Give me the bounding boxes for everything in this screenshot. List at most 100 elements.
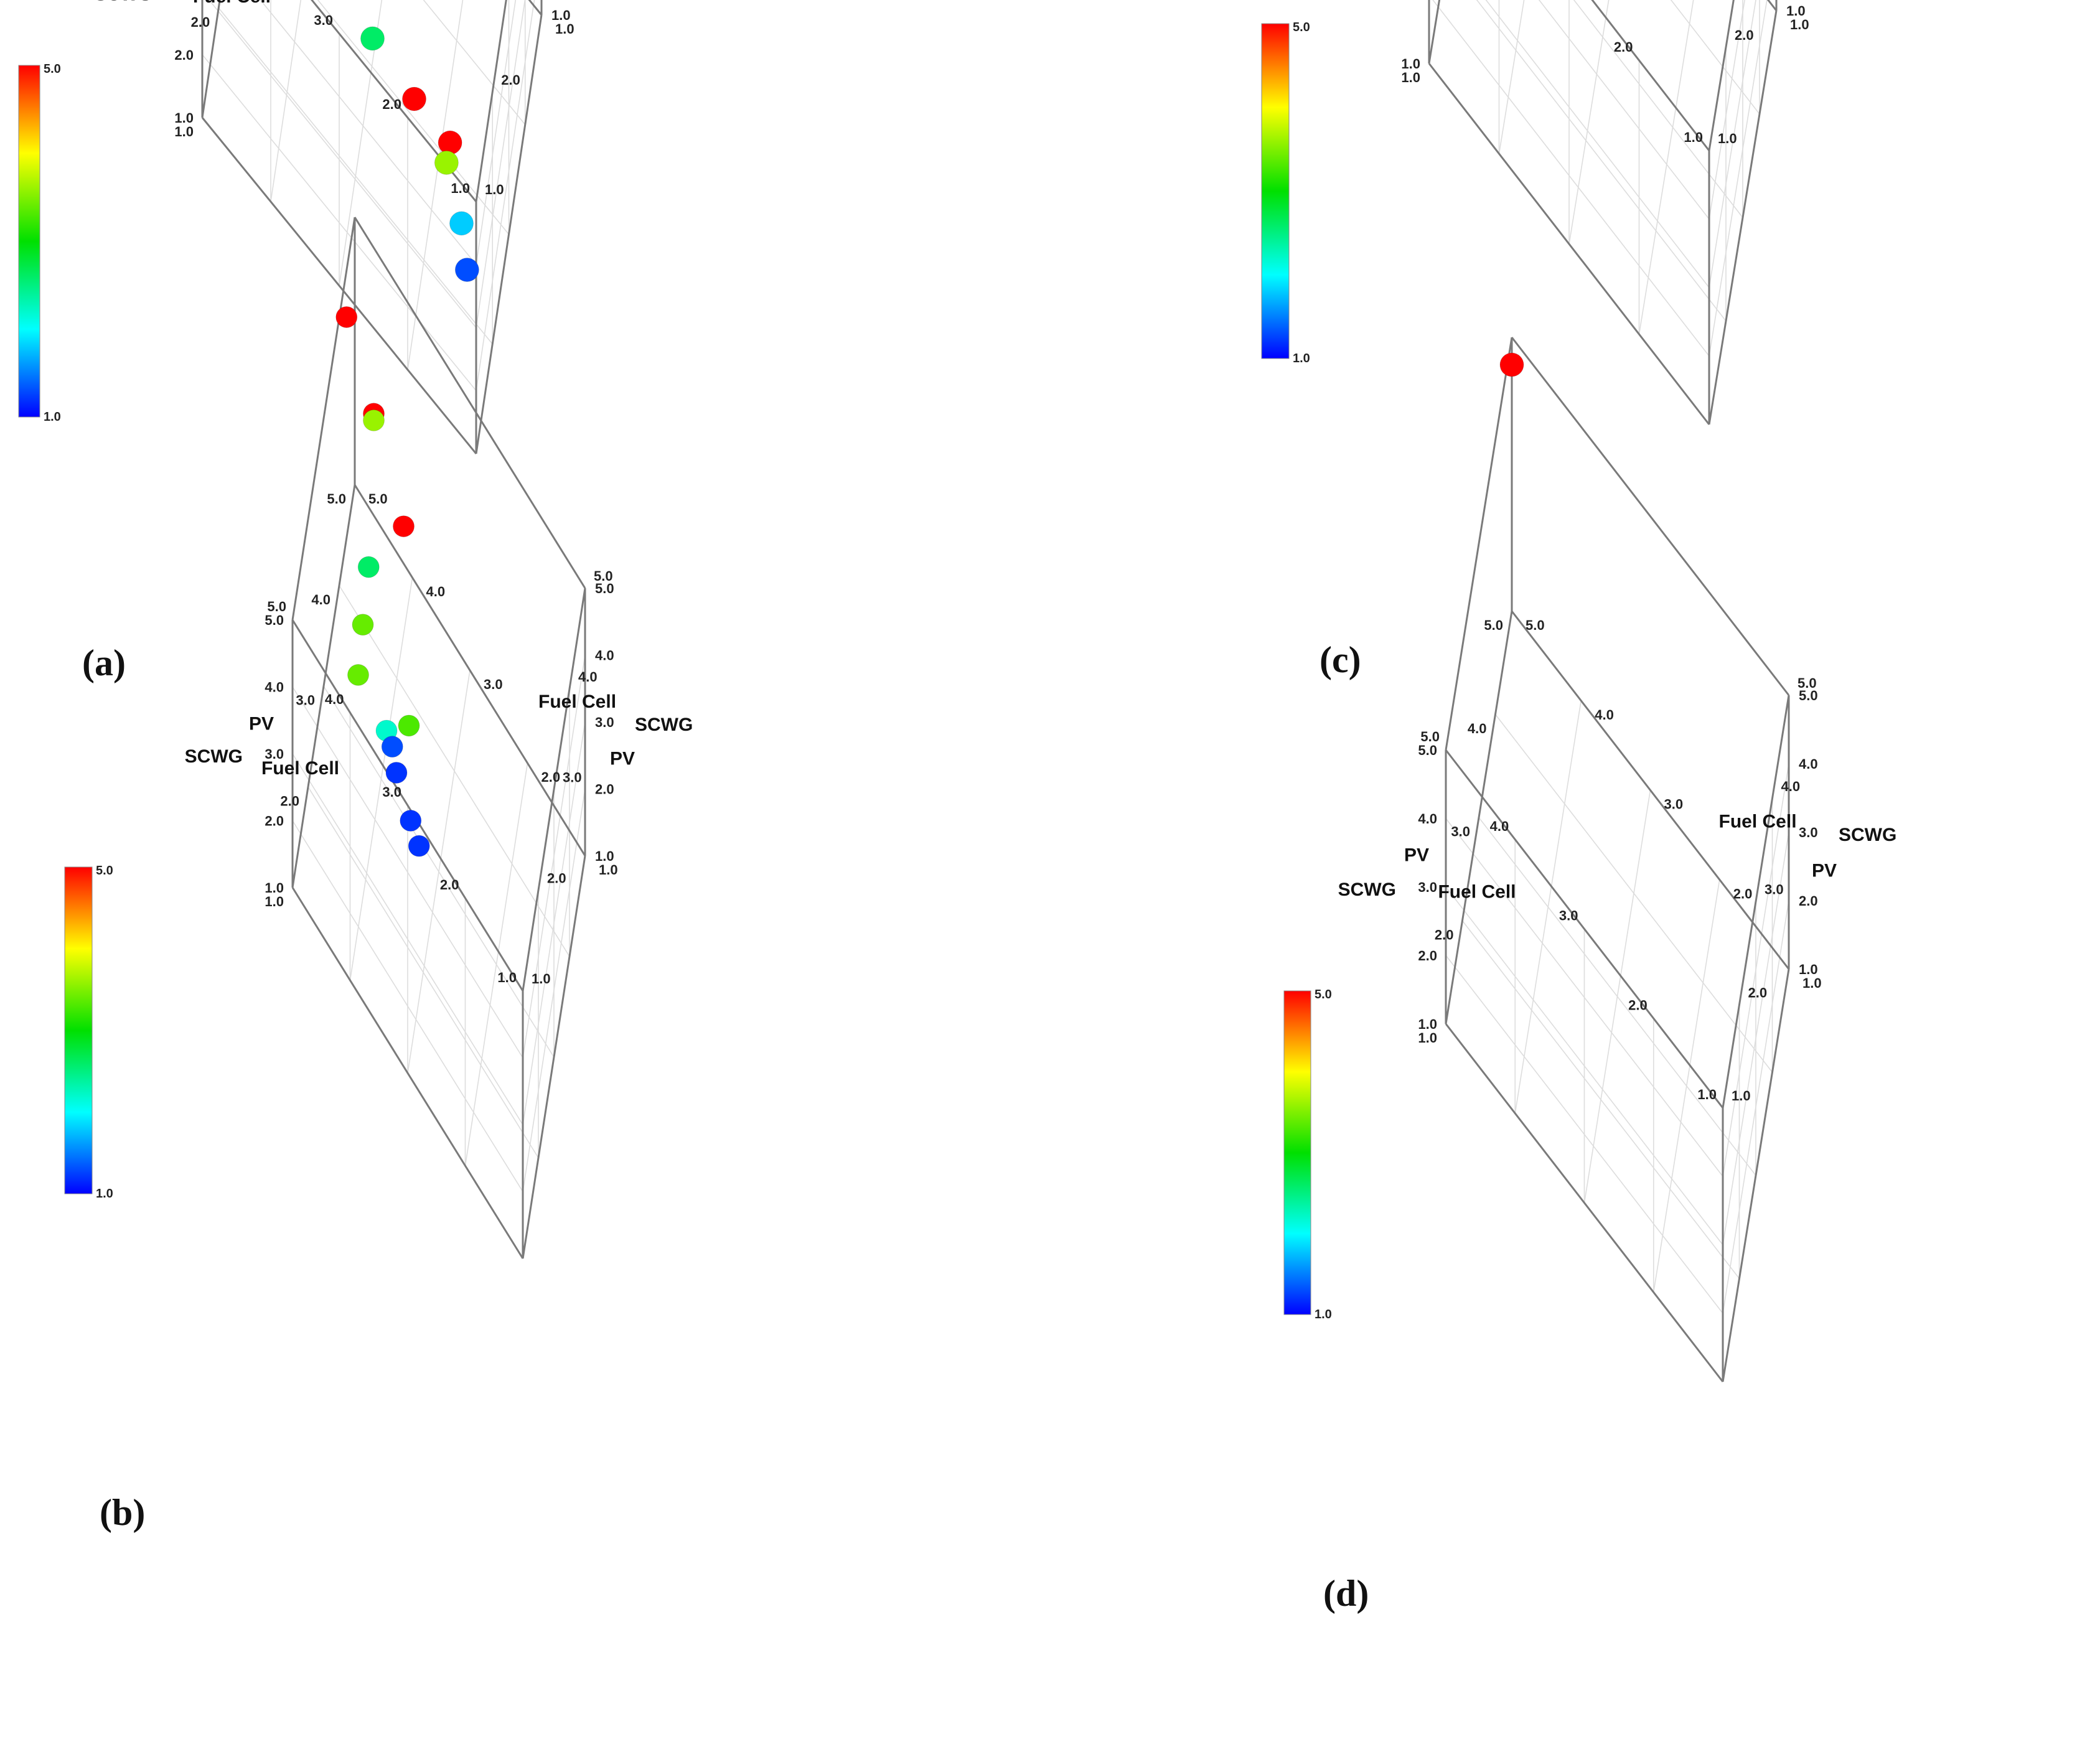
- cube-edge: [1428, 63, 1710, 425]
- pv-tick-label: 3.0: [1451, 824, 1470, 840]
- cube-edge: [1708, 0, 1735, 151]
- scwg-tick-label: 1.0: [1401, 56, 1420, 72]
- scatter-point: [434, 150, 459, 175]
- wall-gridline: [1485, 0, 1710, 288]
- fuelcell-tick-label: 1.0: [599, 862, 618, 878]
- pv-top-tick-label: 2.0: [1748, 985, 1768, 1000]
- fuelcell-top-tick-label: 1.0: [451, 180, 470, 196]
- pv-tick-label: 2.0: [191, 14, 210, 30]
- colorbar-max-label: 5.0: [44, 62, 61, 76]
- scatter-point: [385, 761, 408, 784]
- panel-b: (b) 1.01.01.01.01.01.02.02.02.02.02.02.0…: [64, 217, 693, 1533]
- pv-top-tick-label: 5.0: [594, 568, 613, 584]
- wall-gridline: [1538, 0, 1710, 220]
- fuelcell-tick-label: 3.0: [484, 677, 503, 692]
- cube-edge: [291, 619, 524, 992]
- pv-tick-label: 2.0: [1435, 927, 1454, 942]
- panel-d-chart: 1.01.01.01.01.01.02.02.02.02.02.02.03.03…: [1283, 337, 1896, 1382]
- pv-top-tick-label: 1.0: [485, 182, 504, 197]
- wall-gridline: [476, 0, 517, 265]
- scwg-tick-label: 4.0: [1418, 811, 1437, 827]
- cube-edge: [354, 217, 586, 589]
- fuelcell-tick-label: 2.0: [1733, 886, 1753, 901]
- fuelcell-top-tick-label: 4.0: [1490, 818, 1509, 834]
- fuelcell-top-axis-title: Fuel Cell: [1438, 882, 1516, 902]
- cube-edge: [1722, 968, 1790, 1382]
- cube-edge: [1722, 695, 1790, 1109]
- scwg-right-tick-label: 1.0: [551, 7, 571, 23]
- cube-edge: [311, 0, 477, 202]
- colorbar-min-label: 1.0: [96, 1187, 113, 1201]
- pv-tick-label: 5.0: [327, 491, 346, 507]
- scwg-right-tick-label: 4.0: [595, 648, 614, 663]
- floor-gridline: [339, 0, 383, 286]
- fuelcell-top-tick-label: 2.0: [1614, 39, 1633, 55]
- scatter-point: [454, 258, 479, 282]
- fuelcell-tick-label: 2.0: [541, 769, 561, 785]
- cube-edge: [201, 117, 477, 454]
- cube-edge: [475, 14, 543, 454]
- floor-gridline: [1638, 0, 1694, 335]
- pv-top-tick-label: 2.0: [547, 870, 566, 886]
- colorbar-min-label: 1.0: [1293, 352, 1310, 365]
- scwg-right-tick-label: 3.0: [1799, 825, 1818, 840]
- scwg-right-axis-title: SCWG: [635, 715, 693, 735]
- cube-edge: [528, 0, 543, 16]
- scwg-right-tick-label: 2.0: [595, 782, 614, 797]
- pv-axis-title: PV: [1404, 845, 1429, 866]
- scatter-point: [393, 515, 415, 538]
- fuelcell-axis-title: Fuel Cell: [1719, 812, 1797, 832]
- wall-gridline: [292, 753, 523, 1125]
- fuelcell-top-axis-title: Fuel Cell: [261, 758, 339, 779]
- colorbar: [1261, 23, 1290, 359]
- fuelcell-top-tick-label: 3.0: [314, 12, 333, 28]
- fuelcell-top-tick-label: 3.0: [1559, 908, 1578, 924]
- pv-tick-label: 4.0: [311, 592, 330, 607]
- wall-gridline: [260, 0, 477, 265]
- fuelcell-top-axis-title: Fuel Cell: [193, 0, 271, 7]
- panel-c: (c) 1.01.01.01.01.01.02.02.02.02.02.02.0…: [1261, 0, 1809, 680]
- cube-edge: [1591, 0, 1710, 151]
- floor-gridline: [1476, 0, 1727, 322]
- scwg-tick-label: 4.0: [265, 680, 284, 695]
- scwg-tick-label: 2.0: [265, 813, 284, 829]
- panel-c-label: (c): [1320, 639, 1361, 680]
- floor-gridline: [1494, 714, 1773, 1073]
- fuelcell-top-tick-label: 2.0: [382, 96, 401, 112]
- fuelcell-top-tick-label: 2.0: [440, 877, 459, 893]
- scatter-point: [357, 556, 380, 578]
- scwg-right-tick-label: 1.0: [1786, 3, 1806, 19]
- cube-edge: [1428, 0, 1441, 64]
- panel-d: (d) 1.01.01.01.01.01.02.02.02.02.02.02.0…: [1283, 337, 1896, 1614]
- floor-gridline: [1568, 0, 1610, 245]
- fuelcell-top-tick-label: 3.0: [382, 784, 401, 800]
- cube-edge: [1445, 749, 1724, 1109]
- colorbar: [1283, 990, 1311, 1315]
- wall-gridline: [1709, 0, 1756, 288]
- pv-top-axis-title: PV: [1812, 861, 1837, 881]
- cube-edge: [291, 484, 356, 888]
- wall-gridline: [1445, 818, 1723, 1177]
- fuelcell-top-tick-label: 5.0: [1420, 729, 1440, 744]
- pv-tick-label: 1.0: [265, 894, 284, 909]
- cube-edge: [1766, 0, 1778, 11]
- floor-gridline: [339, 585, 570, 957]
- pv-tick-label: 2.0: [280, 793, 299, 809]
- scwg-axis-title: SCWG: [1338, 879, 1396, 900]
- wall-gridline: [1722, 763, 1789, 1177]
- pv-top-tick-label: 1.0: [1718, 131, 1737, 146]
- scatter-point: [1499, 352, 1524, 377]
- floor-gridline: [1514, 700, 1582, 1113]
- scwg-right-axis-title: SCWG: [1839, 825, 1896, 845]
- wall-gridline: [1445, 886, 1723, 1245]
- floor-gridline: [423, 0, 526, 125]
- scatter-point: [335, 306, 358, 328]
- cube-edge: [1445, 1023, 1724, 1382]
- pv-top-tick-label: 2.0: [1735, 27, 1754, 43]
- pv-top-tick-label: 4.0: [578, 669, 598, 685]
- scwg-tick-label: 1.0: [265, 880, 284, 896]
- panel-b-chart: 1.01.01.01.01.01.02.02.02.02.02.02.03.03…: [64, 217, 693, 1259]
- pv-tick-label: 1.0: [1418, 1030, 1437, 1046]
- pv-top-axis-title: PV: [610, 749, 635, 769]
